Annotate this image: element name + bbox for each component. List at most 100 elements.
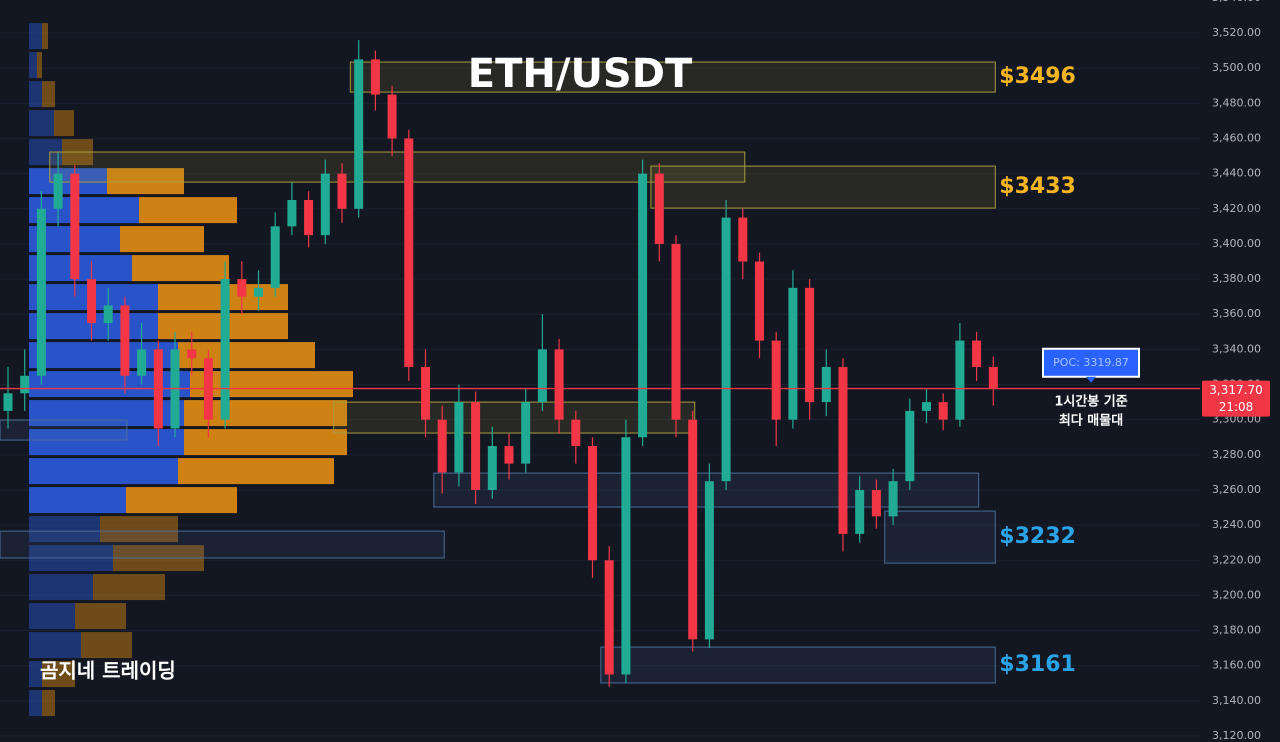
profile-buy-bar (29, 574, 93, 601)
candle-body (571, 419, 581, 447)
candle-body (721, 217, 731, 482)
zone (333, 401, 696, 434)
profile-buy-bar (29, 458, 178, 485)
y-tick-label: 3,380.00 (1212, 272, 1261, 285)
candle-body (337, 173, 347, 209)
candle-body (20, 375, 30, 394)
candle-body (137, 349, 147, 376)
candle-body (938, 402, 948, 420)
y-tick-label: 3,260.00 (1212, 483, 1261, 496)
profile-buy-bar (29, 23, 42, 50)
profile-buy-bar (29, 632, 81, 659)
profile-sell-bar (178, 458, 334, 485)
profile-sell-bar (37, 52, 42, 79)
candle-body (588, 446, 597, 561)
profile-sell-bar (107, 168, 184, 195)
candle-body (905, 410, 915, 482)
candle-body (36, 208, 46, 376)
profile-sell-bar (132, 255, 229, 282)
candle-body (738, 217, 748, 262)
profile-sell-bar (100, 516, 178, 543)
candle-body (304, 199, 314, 236)
watermark: 곰지네 트레이딩 (40, 659, 176, 683)
candle-body (788, 287, 798, 420)
y-tick-label: 3,240.00 (1212, 518, 1261, 531)
profile-buy-bar (29, 168, 107, 195)
y-tick-label: 3,140.00 (1212, 694, 1261, 707)
zone (600, 646, 996, 684)
candle-body (621, 437, 631, 675)
candle-body (387, 94, 397, 139)
y-tick-label: 3,480.00 (1212, 96, 1261, 109)
profile-sell-bar (81, 632, 132, 659)
zone (349, 61, 996, 93)
candle-body (704, 481, 714, 640)
candle-body (805, 287, 815, 403)
candle-body (103, 305, 113, 324)
candle-body (871, 489, 881, 517)
y-tick-label: 3,540.00 (1212, 0, 1261, 4)
profile-buy-bar (29, 110, 54, 137)
y-tick-label: 3,160.00 (1212, 659, 1261, 672)
zone (49, 151, 746, 183)
candle-body (370, 59, 380, 95)
profile-buy-bar (29, 255, 132, 282)
profile-buy-bar (29, 81, 42, 108)
candle-body (671, 243, 681, 420)
candle-body (3, 393, 13, 411)
y-tick-label: 3,440.00 (1212, 167, 1261, 180)
profile-buy-bar (29, 52, 37, 79)
candle-body (220, 279, 230, 420)
profile-sell-bar (42, 23, 48, 50)
y-tick-label: 3,420.00 (1212, 202, 1261, 215)
zone (884, 510, 996, 564)
poc-note: 1시간봉 기준 (1054, 393, 1127, 409)
poc-note: 최다 매물대 (1059, 412, 1123, 428)
candle-body (638, 173, 648, 438)
y-tick-label: 3,120.00 (1212, 729, 1261, 742)
y-tick-label: 3,200.00 (1212, 588, 1261, 601)
y-tick-label: 3,180.00 (1212, 624, 1261, 637)
profile-buy-bar (29, 487, 126, 514)
candle-body (771, 340, 781, 420)
zone-label: $3496 (999, 64, 1076, 89)
zone (650, 165, 996, 209)
last-price-label: 3,317.70 (1209, 383, 1262, 397)
zone (0, 419, 128, 441)
profile-buy-bar (29, 661, 42, 688)
y-tick-label: 3,340.00 (1212, 342, 1261, 355)
profile-sell-bar (54, 110, 74, 137)
candle-body (87, 279, 96, 324)
candle-body (604, 560, 614, 675)
candle-body (554, 349, 564, 420)
profile-sell-bar (178, 342, 315, 369)
profile-sell-bar (126, 487, 237, 514)
candle-body (504, 446, 514, 464)
y-tick-label: 3,460.00 (1212, 131, 1261, 144)
profile-buy-bar (29, 603, 75, 630)
y-tick-label: 3,400.00 (1212, 237, 1261, 250)
price-axis-panel (1200, 0, 1280, 742)
candle-body (755, 261, 764, 341)
candle-body (688, 419, 698, 640)
chart-title: ETH/USDT (468, 51, 693, 97)
profile-sell-bar (190, 371, 353, 398)
candle-body (972, 340, 982, 367)
candle-body (471, 402, 481, 490)
candle-body (487, 446, 497, 490)
zone-label: $3232 (999, 524, 1076, 549)
profile-sell-bar (42, 81, 55, 108)
candle-body (654, 173, 664, 244)
y-tick-label: 3,220.00 (1212, 553, 1261, 566)
profile-sell-bar (75, 603, 126, 630)
zone-label: $3161 (999, 652, 1076, 677)
y-tick-label: 3,280.00 (1212, 448, 1261, 461)
profile-sell-bar (42, 661, 75, 688)
zone-label: $3433 (999, 174, 1076, 199)
profile-sell-bar (139, 197, 237, 224)
poc-box (1042, 347, 1140, 378)
profile-buy-bar (29, 516, 100, 543)
candle-body (537, 349, 547, 403)
